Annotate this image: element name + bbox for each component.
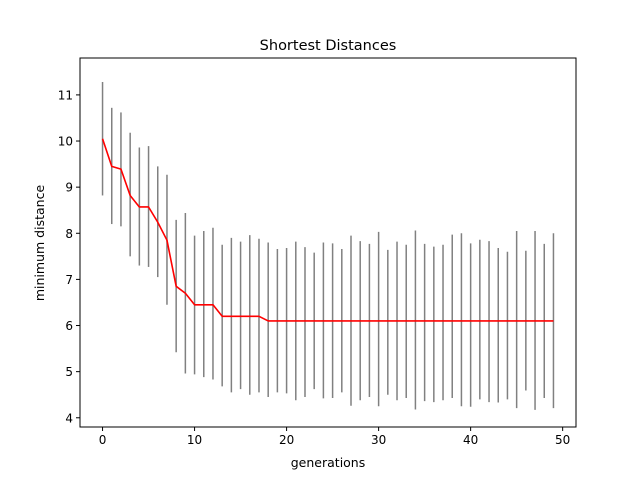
y-tick-label: 10 [58, 135, 73, 149]
x-tick-label: 50 [555, 433, 570, 447]
series-line [101, 138, 554, 322]
y-tick-label: 7 [65, 273, 73, 287]
y-axis-label: minimum distance [32, 185, 47, 302]
series-layer [101, 138, 554, 322]
y-tick-label: 5 [65, 365, 73, 379]
y-tick-label: 4 [65, 411, 73, 425]
x-axis-label: generations [291, 455, 366, 470]
y-tick-label: 11 [58, 88, 73, 102]
axes-frame [79, 57, 577, 428]
y-tick-label: 6 [65, 319, 73, 333]
x-axis-ticks: 0 10 20 30 40 50 [99, 427, 570, 447]
x-tick-label: 40 [463, 433, 478, 447]
y-tick-label: 9 [65, 181, 73, 195]
x-tick-label: 20 [279, 433, 294, 447]
x-tick-label: 0 [99, 433, 107, 447]
x-tick-label: 10 [187, 433, 202, 447]
chart-title: Shortest Distances [260, 38, 397, 54]
y-axis-ticks: 4 5 6 7 8 9 10 11 [58, 88, 80, 425]
x-tick-label: 30 [371, 433, 386, 447]
y-tick-label: 8 [65, 227, 73, 241]
